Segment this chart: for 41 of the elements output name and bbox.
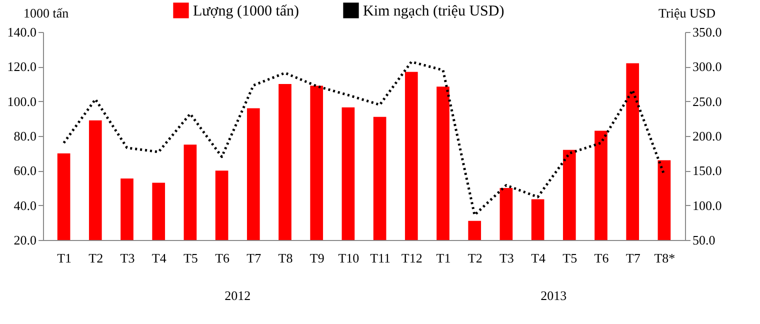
x-tick-label: T7 bbox=[246, 250, 262, 266]
x-tick-label: T8* bbox=[654, 250, 676, 266]
y-tick-label: 60.0 bbox=[14, 163, 36, 178]
x-tick-label: T4 bbox=[531, 250, 546, 266]
y2-tick-label: 300.0 bbox=[692, 59, 722, 74]
x-tick-label: T2 bbox=[88, 250, 104, 266]
y2-tick-label: 200.0 bbox=[692, 128, 722, 144]
y-tick-label: 40.0 bbox=[14, 198, 36, 213]
x-tick-label: T6 bbox=[594, 250, 610, 266]
x-tick-label: T7 bbox=[626, 250, 641, 266]
x-tick-label: T3 bbox=[499, 250, 514, 266]
text: 2013 bbox=[540, 288, 567, 303]
x-tick-label: T1 bbox=[436, 250, 451, 266]
y-tick-label: 140.0 bbox=[7, 24, 36, 40]
x-tick-label: T9 bbox=[310, 250, 324, 266]
y2-tick-label: 100.0 bbox=[692, 198, 722, 213]
x-tick-label: T5 bbox=[562, 250, 578, 266]
y2-axis-title: Triệu USD bbox=[658, 6, 716, 20]
text: 2012 bbox=[224, 288, 251, 303]
y-tick-label: 20.0 bbox=[14, 232, 36, 248]
y2-tick-label: 250.0 bbox=[692, 94, 722, 109]
x-tick-label: T8 bbox=[278, 250, 293, 266]
x-tick-label: T11 bbox=[370, 250, 391, 266]
legend-label: Kim ngạch (triệu USD) bbox=[363, 3, 504, 20]
y-axis-title: 1000 tấn bbox=[24, 6, 70, 20]
x-tick-label: T2 bbox=[468, 250, 482, 266]
line-series bbox=[62, 60, 666, 216]
x-tick-label: T3 bbox=[120, 250, 135, 266]
x-tick-label: T1 bbox=[57, 250, 72, 266]
x-tick-label: T12 bbox=[401, 250, 422, 266]
y2-tick-label: 50.0 bbox=[692, 232, 716, 248]
legend-label: Lượng (1000 tấn) bbox=[193, 3, 300, 20]
y-tick-label: 80.0 bbox=[14, 128, 36, 144]
x-tick-label: T6 bbox=[215, 250, 230, 266]
y2-tick-label: 150.0 bbox=[692, 163, 722, 178]
y-tick-label: 120.0 bbox=[7, 59, 36, 74]
x-tick-label: T10 bbox=[338, 250, 360, 266]
x-tick-label: T5 bbox=[183, 250, 198, 266]
y-tick-label: 100.0 bbox=[7, 94, 36, 109]
x-tick-label: T4 bbox=[152, 250, 167, 266]
y2-tick-label: 350.0 bbox=[692, 24, 722, 40]
